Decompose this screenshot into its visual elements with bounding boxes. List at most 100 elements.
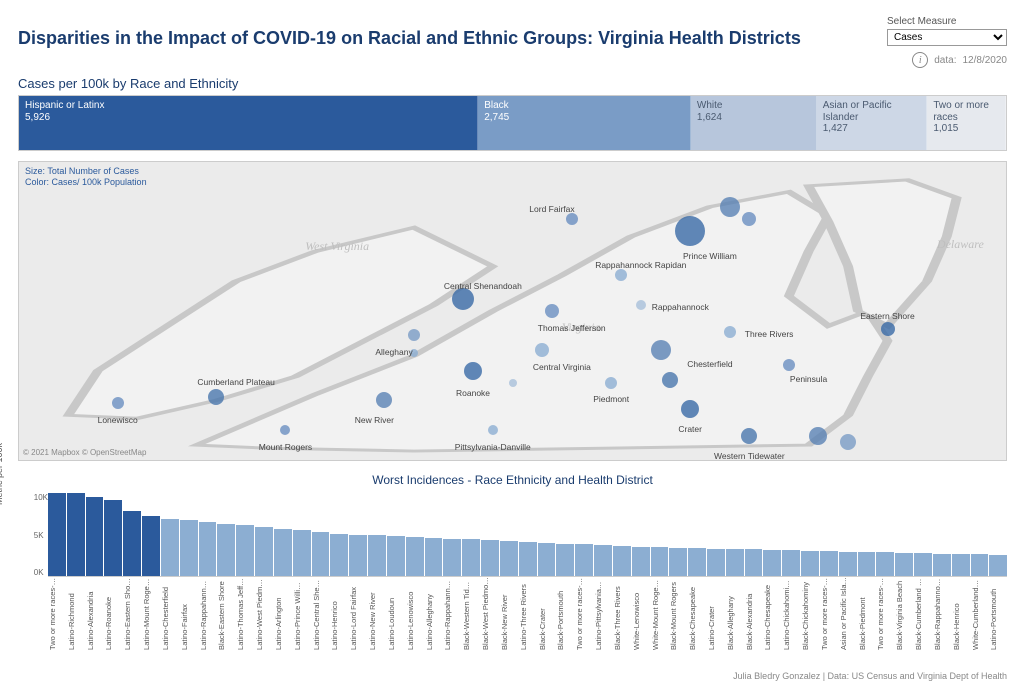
bar[interactable] bbox=[839, 552, 857, 576]
map-bubble[interactable] bbox=[112, 397, 124, 409]
bar[interactable] bbox=[368, 535, 386, 576]
bar[interactable] bbox=[745, 549, 763, 576]
bar-label: Black-Three Rivers bbox=[613, 577, 631, 653]
bar[interactable] bbox=[707, 549, 725, 576]
map-bubble[interactable] bbox=[535, 343, 549, 357]
bar[interactable] bbox=[330, 534, 348, 576]
map-bubble[interactable] bbox=[566, 213, 578, 225]
bar[interactable] bbox=[989, 555, 1007, 576]
bar[interactable] bbox=[914, 553, 932, 576]
measure-select[interactable]: Cases bbox=[887, 29, 1007, 46]
bar[interactable] bbox=[481, 540, 499, 576]
map-bubble[interactable] bbox=[488, 425, 498, 435]
bar[interactable] bbox=[820, 551, 838, 576]
bar[interactable] bbox=[387, 536, 405, 576]
bar[interactable] bbox=[632, 547, 650, 576]
map-bubble[interactable] bbox=[545, 304, 559, 318]
bar[interactable] bbox=[255, 527, 273, 576]
treemap[interactable]: Hispanic or Latinx5,926Black2,745White1,… bbox=[18, 95, 1007, 151]
map-bubble[interactable] bbox=[840, 434, 856, 450]
map-bubble[interactable] bbox=[605, 377, 617, 389]
map-bubble[interactable] bbox=[741, 428, 757, 444]
bar[interactable] bbox=[651, 547, 669, 576]
bar[interactable] bbox=[575, 544, 593, 576]
bar[interactable] bbox=[104, 500, 122, 576]
bar[interactable] bbox=[971, 554, 989, 576]
bar[interactable] bbox=[726, 549, 744, 576]
bar[interactable] bbox=[688, 548, 706, 576]
map-bubble[interactable] bbox=[464, 362, 482, 380]
bar[interactable] bbox=[858, 552, 876, 576]
bar-label: Black-Cumberland … bbox=[914, 577, 932, 653]
bar[interactable] bbox=[123, 511, 141, 576]
map-bubble[interactable] bbox=[636, 300, 646, 310]
bar-label: Latino-Lenowisco bbox=[406, 577, 424, 653]
map[interactable]: Size: Total Number of Cases Color: Cases… bbox=[18, 161, 1007, 461]
page-title: Disparities in the Impact of COVID-19 on… bbox=[18, 28, 801, 49]
bar-label: Latino-Lord Fairfax bbox=[349, 577, 367, 653]
bar[interactable] bbox=[895, 553, 913, 576]
map-bubble[interactable] bbox=[509, 379, 517, 387]
info-icon[interactable]: i bbox=[912, 52, 928, 68]
map-bubble[interactable] bbox=[410, 349, 418, 357]
map-bubble[interactable] bbox=[376, 392, 392, 408]
bar[interactable] bbox=[425, 538, 443, 576]
map-bubble[interactable] bbox=[783, 359, 795, 371]
bar[interactable] bbox=[180, 520, 198, 576]
map-bubble[interactable] bbox=[742, 212, 756, 226]
bar[interactable] bbox=[199, 522, 217, 576]
bar[interactable] bbox=[349, 535, 367, 577]
treemap-cell[interactable]: Black2,745 bbox=[478, 96, 691, 150]
bar-label: Black-Eastern Shore bbox=[217, 577, 235, 653]
bar[interactable] bbox=[782, 550, 800, 576]
bar[interactable] bbox=[443, 539, 461, 576]
bar[interactable] bbox=[876, 552, 894, 576]
treemap-cell[interactable]: Two or more races1,015 bbox=[927, 96, 1006, 150]
bar-label: Black-Crater bbox=[538, 577, 556, 653]
map-bubble[interactable] bbox=[615, 269, 627, 281]
map-bubble[interactable] bbox=[208, 389, 224, 405]
bar[interactable] bbox=[519, 542, 537, 576]
bar[interactable] bbox=[67, 493, 85, 576]
treemap-cell[interactable]: White1,624 bbox=[691, 96, 817, 150]
bar[interactable] bbox=[613, 546, 631, 576]
bar[interactable] bbox=[952, 554, 970, 576]
map-bubble[interactable] bbox=[681, 400, 699, 418]
bar[interactable] bbox=[500, 541, 518, 576]
map-bubble[interactable] bbox=[280, 425, 290, 435]
bar[interactable] bbox=[312, 532, 330, 576]
bar-chart[interactable] bbox=[48, 493, 1007, 577]
bar-label: Latino-Mount Roge… bbox=[142, 577, 160, 653]
treemap-cell[interactable]: Hispanic or Latinx5,926 bbox=[19, 96, 478, 150]
map-bubble[interactable] bbox=[662, 372, 678, 388]
bar[interactable] bbox=[462, 539, 480, 576]
map-bubble[interactable] bbox=[720, 197, 740, 217]
map-bubble[interactable] bbox=[809, 427, 827, 445]
bar[interactable] bbox=[274, 529, 292, 576]
bar[interactable] bbox=[142, 516, 160, 576]
bar[interactable] bbox=[293, 530, 311, 576]
map-bubble[interactable] bbox=[408, 329, 420, 341]
bar-label: Latino-Crater bbox=[707, 577, 725, 653]
bar[interactable] bbox=[217, 524, 235, 576]
bar[interactable] bbox=[48, 493, 66, 576]
map-bubble[interactable] bbox=[452, 288, 474, 310]
bar[interactable] bbox=[236, 525, 254, 576]
bar[interactable] bbox=[538, 543, 556, 576]
bar[interactable] bbox=[933, 554, 951, 576]
y-tick: 0K bbox=[34, 568, 48, 577]
bar[interactable] bbox=[669, 548, 687, 576]
bar[interactable] bbox=[86, 497, 104, 576]
bar[interactable] bbox=[801, 551, 819, 576]
map-bubble[interactable] bbox=[675, 216, 705, 246]
bar[interactable] bbox=[161, 519, 179, 576]
bar[interactable] bbox=[406, 537, 424, 576]
bar[interactable] bbox=[594, 545, 612, 576]
bar-label: Two or more races-… bbox=[876, 577, 894, 653]
bar[interactable] bbox=[556, 544, 574, 576]
bar[interactable] bbox=[763, 550, 781, 576]
map-bubble[interactable] bbox=[651, 340, 671, 360]
treemap-cell[interactable]: Asian or Pacific Islander1,427 bbox=[817, 96, 928, 150]
map-bubble[interactable] bbox=[881, 322, 895, 336]
map-bubble[interactable] bbox=[724, 326, 736, 338]
